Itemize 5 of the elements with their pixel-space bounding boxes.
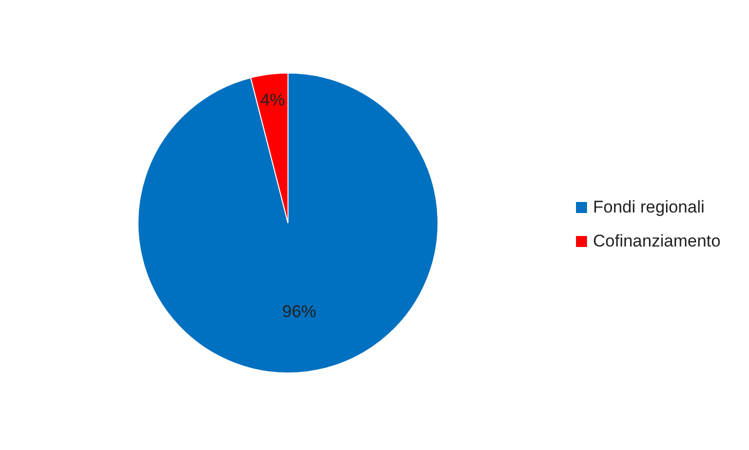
pie-slice (138, 72, 438, 374)
legend-label: Fondi regionali (593, 197, 705, 216)
data-label: 96% (282, 302, 316, 321)
legend-label: Cofinanziamento (593, 231, 721, 250)
data-label: 4% (260, 90, 285, 110)
